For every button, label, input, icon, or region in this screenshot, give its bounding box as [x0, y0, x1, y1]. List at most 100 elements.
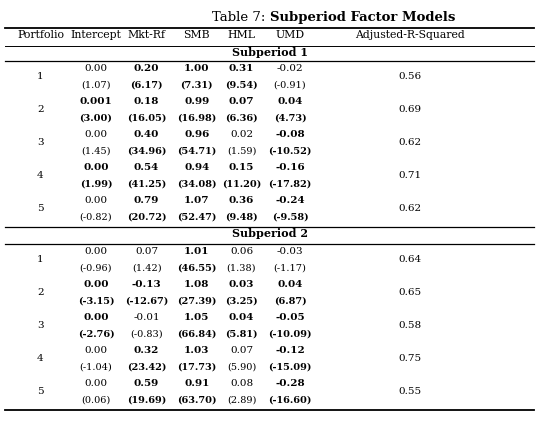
Text: 0.03: 0.03: [229, 280, 254, 289]
Text: Subperiod Factor Models: Subperiod Factor Models: [270, 11, 455, 24]
Text: (1.99): (1.99): [80, 180, 112, 189]
Text: (-0.82): (-0.82): [80, 213, 112, 222]
Text: (23.42): (23.42): [127, 363, 167, 372]
Text: 1: 1: [37, 72, 44, 81]
Text: 0.00: 0.00: [85, 196, 107, 205]
Text: 0.07: 0.07: [229, 97, 254, 106]
Text: 0.20: 0.20: [134, 64, 160, 73]
Text: (19.69): (19.69): [127, 396, 166, 405]
Text: -0.01: -0.01: [133, 313, 160, 322]
Text: (0.06): (0.06): [81, 396, 110, 405]
Text: 0.99: 0.99: [184, 97, 209, 106]
Text: Subperiod 2: Subperiod 2: [231, 228, 308, 239]
Text: 0.62: 0.62: [398, 204, 421, 213]
Text: 0.56: 0.56: [398, 72, 421, 81]
Text: 0.001: 0.001: [80, 97, 112, 106]
Text: 0.04: 0.04: [277, 280, 303, 289]
Text: -0.16: -0.16: [275, 163, 305, 172]
Text: (41.25): (41.25): [127, 180, 166, 189]
Text: (34.08): (34.08): [177, 180, 217, 189]
Text: Table 7:: Table 7:: [212, 11, 270, 24]
Text: (-15.09): (-15.09): [268, 363, 312, 372]
Text: (4.73): (4.73): [274, 114, 306, 123]
Text: (34.96): (34.96): [127, 147, 167, 156]
Text: (-0.96): (-0.96): [80, 264, 112, 272]
Text: (6.17): (6.17): [130, 81, 163, 90]
Text: (11.20): (11.20): [222, 180, 261, 189]
Text: (9.48): (9.48): [225, 213, 258, 222]
Text: 1.05: 1.05: [184, 313, 210, 322]
Text: 0.36: 0.36: [229, 196, 254, 205]
Text: 5: 5: [37, 387, 44, 396]
Text: SMB: SMB: [183, 30, 210, 40]
Text: (-9.58): (-9.58): [272, 213, 308, 222]
Text: 0.91: 0.91: [184, 379, 210, 388]
Text: 0.40: 0.40: [134, 130, 160, 139]
Text: 0.55: 0.55: [398, 387, 421, 396]
Text: Intercept: Intercept: [71, 30, 121, 40]
Text: (1.38): (1.38): [227, 264, 256, 272]
Text: 3: 3: [37, 321, 44, 330]
Text: (-17.82): (-17.82): [268, 180, 312, 189]
Text: (16.98): (16.98): [177, 114, 216, 123]
Text: 0.31: 0.31: [229, 64, 254, 73]
Text: 0.58: 0.58: [398, 321, 421, 330]
Text: 0.79: 0.79: [134, 196, 160, 205]
Text: 0.15: 0.15: [229, 163, 254, 172]
Text: 0.65: 0.65: [398, 288, 421, 297]
Text: 1.07: 1.07: [184, 196, 210, 205]
Text: 0.00: 0.00: [85, 379, 107, 388]
Text: 0.06: 0.06: [230, 247, 253, 256]
Text: -0.13: -0.13: [132, 280, 161, 289]
Text: 0.69: 0.69: [398, 105, 421, 114]
Text: Adjusted-R-Squared: Adjusted-R-Squared: [355, 30, 465, 40]
Text: (-0.83): (-0.83): [130, 330, 163, 339]
Text: 0.00: 0.00: [83, 163, 109, 172]
Text: (1.07): (1.07): [81, 81, 110, 90]
Text: (1.59): (1.59): [227, 147, 256, 156]
Text: (7.31): (7.31): [181, 81, 213, 90]
Text: (20.72): (20.72): [127, 213, 167, 222]
Text: 0.07: 0.07: [135, 247, 158, 256]
Text: (52.47): (52.47): [177, 213, 217, 222]
Text: (2.89): (2.89): [227, 396, 256, 405]
Text: 1.00: 1.00: [184, 64, 210, 73]
Text: (5.81): (5.81): [225, 330, 258, 339]
Text: (9.54): (9.54): [225, 81, 258, 90]
Text: 0.94: 0.94: [184, 163, 209, 172]
Text: -0.12: -0.12: [275, 346, 305, 355]
Text: 0.59: 0.59: [134, 379, 159, 388]
Text: 0.00: 0.00: [83, 313, 109, 322]
Text: (-0.91): (-0.91): [274, 81, 306, 90]
Text: 0.71: 0.71: [398, 171, 421, 180]
Text: 5: 5: [37, 204, 44, 213]
Text: (-2.76): (-2.76): [78, 330, 114, 339]
Text: 3: 3: [37, 138, 44, 147]
Text: 0.64: 0.64: [398, 254, 421, 264]
Text: -0.03: -0.03: [277, 247, 303, 256]
Text: 1: 1: [37, 254, 44, 264]
Text: 0.32: 0.32: [134, 346, 160, 355]
Text: 0.96: 0.96: [184, 130, 210, 139]
Text: -0.05: -0.05: [275, 313, 305, 322]
Text: (63.70): (63.70): [177, 396, 217, 405]
Text: (-1.04): (-1.04): [80, 363, 112, 372]
Text: Portfolio: Portfolio: [17, 30, 64, 40]
Text: (17.73): (17.73): [177, 363, 216, 372]
Text: 0.18: 0.18: [134, 97, 160, 106]
Text: 0.00: 0.00: [85, 346, 107, 355]
Text: 0.04: 0.04: [277, 97, 303, 106]
Text: 4: 4: [37, 354, 44, 363]
Text: (16.05): (16.05): [127, 114, 167, 123]
Text: (3.25): (3.25): [225, 297, 258, 306]
Text: 1.01: 1.01: [184, 247, 210, 256]
Text: 0.54: 0.54: [134, 163, 159, 172]
Text: (-10.52): (-10.52): [268, 147, 312, 156]
Text: (-1.17): (-1.17): [274, 264, 306, 272]
Text: (46.55): (46.55): [177, 264, 217, 272]
Text: (6.87): (6.87): [274, 297, 306, 306]
Text: 0.07: 0.07: [230, 346, 253, 355]
Text: UMD: UMD: [275, 30, 305, 40]
Text: 0.75: 0.75: [398, 354, 421, 363]
Text: Mkt-Rf: Mkt-Rf: [128, 30, 165, 40]
